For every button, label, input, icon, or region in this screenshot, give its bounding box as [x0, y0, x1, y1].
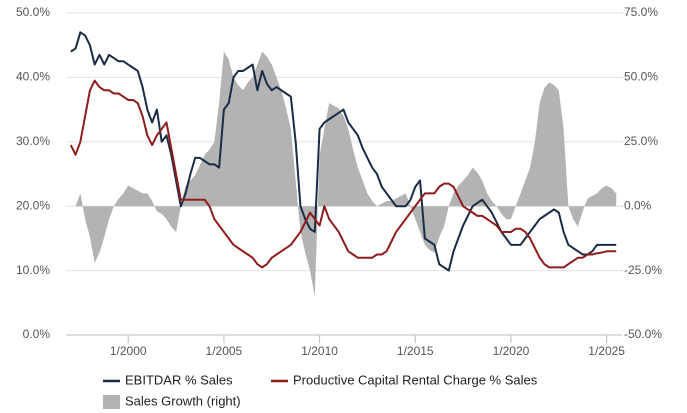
legend: Sales Growth (right) EBITDAR % Sales Produ…: [103, 372, 538, 409]
line: [70, 31, 617, 272]
y2-tick-label: -50.0%: [624, 327, 662, 341]
x-tick-label: 1/2020: [493, 344, 530, 358]
y-tick-label: 30.0%: [16, 134, 50, 148]
y-tick-label: 10.0%: [16, 263, 50, 277]
line: [69, 79, 617, 269]
area: [70, 51, 617, 297]
y2-tick-label: 50.0%: [624, 70, 658, 84]
y-tick-label: 40.0%: [16, 70, 50, 84]
y2-tick-label: 0.0%: [624, 198, 652, 212]
legend-swatch: [103, 395, 120, 409]
y2-tick-label: 25.0%: [624, 134, 658, 148]
legend-label: EBITDAR % Sales: [125, 372, 233, 387]
x-tick-label: 1/2025: [588, 344, 625, 358]
legend-label: Sales Growth (right): [125, 393, 241, 408]
x-tick-label: 1/2005: [206, 344, 243, 358]
y2-tick-label: -25.0%: [624, 263, 662, 277]
legend-label: Productive Capital Rental Charge % Sales: [293, 372, 538, 387]
y-tick-label: 0.0%: [23, 327, 51, 341]
y-tick-label: 20.0%: [16, 198, 50, 212]
x-tick-label: 1/2010: [301, 344, 338, 358]
x-tick-label: 1/2000: [110, 344, 147, 358]
y-tick-label: 50.0%: [16, 5, 50, 19]
x-tick-label: 1/2015: [397, 344, 434, 358]
y2-tick-label: 75.0%: [624, 5, 658, 19]
